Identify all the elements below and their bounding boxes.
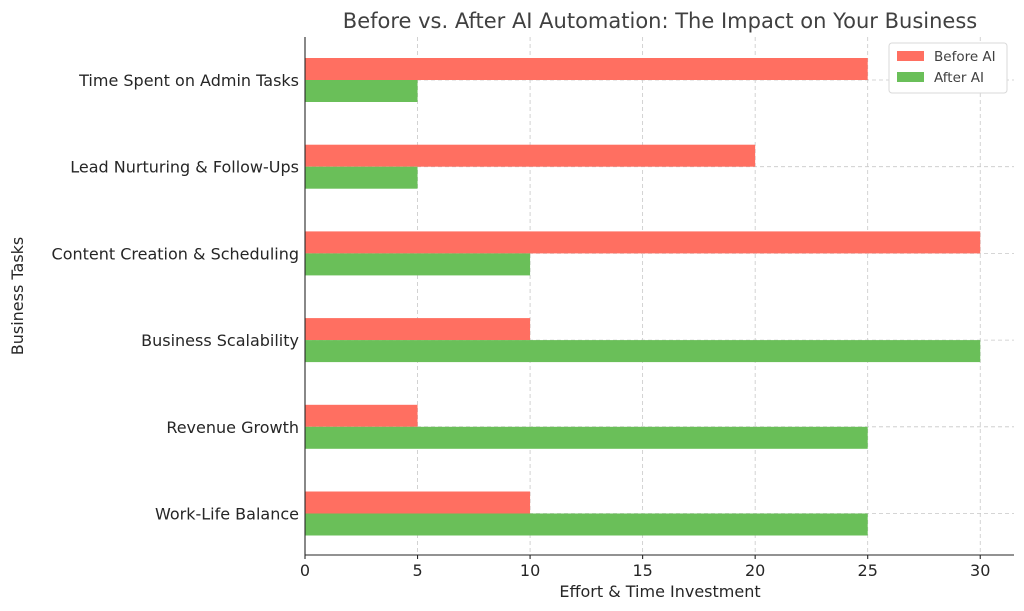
y-tick-label: Time Spent on Admin Tasks: [78, 71, 299, 90]
x-tick-label: 0: [300, 561, 310, 580]
bars: [305, 58, 981, 536]
x-tick-label: 25: [858, 561, 878, 580]
y-axis-label: Business Tasks: [8, 237, 27, 356]
y-tick-label: Lead Nurturing & Follow-Ups: [70, 158, 299, 177]
after-ai-bar: [305, 166, 418, 189]
legend: Before AI After AI: [888, 42, 1008, 94]
x-tick-label: 30: [970, 561, 990, 580]
before-ai-bar: [305, 318, 531, 341]
legend-label: After AI: [934, 70, 984, 86]
y-tick-label: Content Creation & Scheduling: [52, 244, 299, 263]
y-tick-label: Work-Life Balance: [155, 505, 299, 524]
y-tick-labels: Time Spent on Admin Tasks Lead Nurturing …: [52, 71, 299, 524]
x-tick-label: 15: [632, 561, 652, 580]
before-ai-bar: [305, 144, 756, 167]
before-ai-bar: [305, 404, 418, 427]
before-ai-bar: [305, 58, 868, 80]
x-tick-label: 20: [745, 561, 765, 580]
chart-title: Before vs. After AI Automation: The Impa…: [343, 9, 977, 33]
before-ai-bar: [305, 231, 981, 254]
x-axis-label: Effort & Time Investment: [559, 582, 760, 601]
legend-swatch: [897, 72, 924, 82]
before-ai-bar: [305, 491, 531, 514]
after-ai-bar: [305, 340, 981, 363]
legend-swatch: [897, 51, 924, 61]
y-tick-label: Revenue Growth: [166, 418, 299, 437]
x-tick-labels: 0 5 10 15 20 25 30: [300, 555, 990, 580]
x-tick-label: 10: [520, 561, 540, 580]
after-ai-bar: [305, 80, 418, 102]
grid: [304, 37, 1014, 555]
axes: [304, 37, 1014, 556]
legend-label: Before AI: [934, 49, 996, 65]
after-ai-bar: [305, 253, 531, 276]
x-tick-label: 5: [412, 561, 422, 580]
y-tick-label: Business Scalability: [141, 331, 299, 350]
after-ai-bar: [305, 426, 868, 449]
after-ai-bar: [305, 513, 868, 536]
